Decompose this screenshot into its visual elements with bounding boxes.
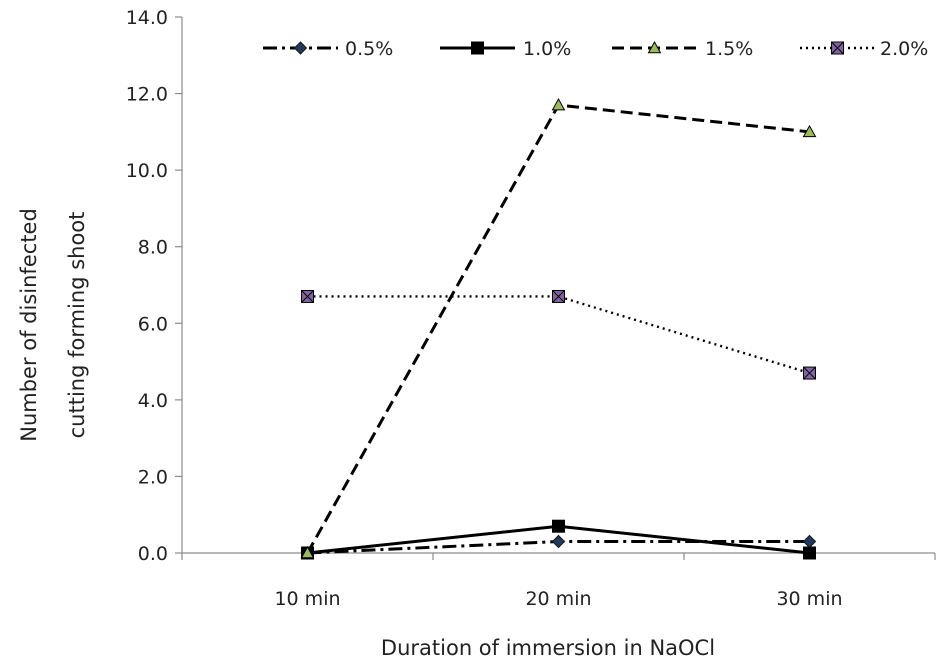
y-tick-label: 4.0 <box>138 390 168 412</box>
legend-marker <box>647 40 662 54</box>
legend-label: 1.0% <box>523 38 571 60</box>
data-point <box>803 546 816 560</box>
legend-label: 1.5% <box>705 38 753 60</box>
data-point <box>802 124 817 138</box>
legend-marker <box>471 41 484 55</box>
data-point <box>552 289 565 303</box>
legend-item: 1.5% <box>612 38 753 60</box>
y-tick-label: 2.0 <box>138 466 168 488</box>
x-axis-title: Duration of immersion in NaOCl <box>381 636 715 660</box>
x-tick-label: 20 min <box>525 588 591 610</box>
legend-label: 2.0% <box>880 38 928 60</box>
data-point <box>552 519 565 533</box>
data-point <box>301 289 314 303</box>
legend-item: 2.0% <box>800 38 928 60</box>
legend-item: 1.0% <box>440 38 571 60</box>
x-tick-label: 10 min <box>274 588 340 610</box>
series-layer <box>300 98 817 560</box>
legend-marker <box>293 41 308 55</box>
series-line-2-0pct <box>307 295 810 375</box>
data-point <box>551 534 566 549</box>
y-axis-title-line-1: Number of disinfected <box>17 208 41 442</box>
series-line-1-5pct <box>306 103 810 554</box>
data-point <box>802 534 817 549</box>
y-tick-label: 14.0 <box>126 7 168 29</box>
y-tick-label: 6.0 <box>138 313 168 335</box>
x-tick-label: 30 min <box>776 588 842 610</box>
y-tick-label: 10.0 <box>126 160 168 182</box>
y-axis-title-line-2: cutting forming shoot <box>65 212 89 439</box>
data-point <box>300 545 315 559</box>
data-point <box>551 98 566 111</box>
y-tick-label: 12.0 <box>126 84 168 106</box>
data-point <box>803 366 816 380</box>
legend-item: 0.5% <box>263 38 393 60</box>
legend: 0.5% 1.0% 1.5% 2.0% <box>263 38 928 60</box>
legend-label: 0.5% <box>345 38 393 60</box>
y-tick-label: 8.0 <box>138 237 168 259</box>
axes-layer: 0.0 2.0 4.0 6.0 8.0 10.0 12.0 14.0 10 min 20 min 3… <box>126 7 936 610</box>
y-tick-label: 0.0 <box>138 543 168 565</box>
legend-marker <box>831 41 844 55</box>
